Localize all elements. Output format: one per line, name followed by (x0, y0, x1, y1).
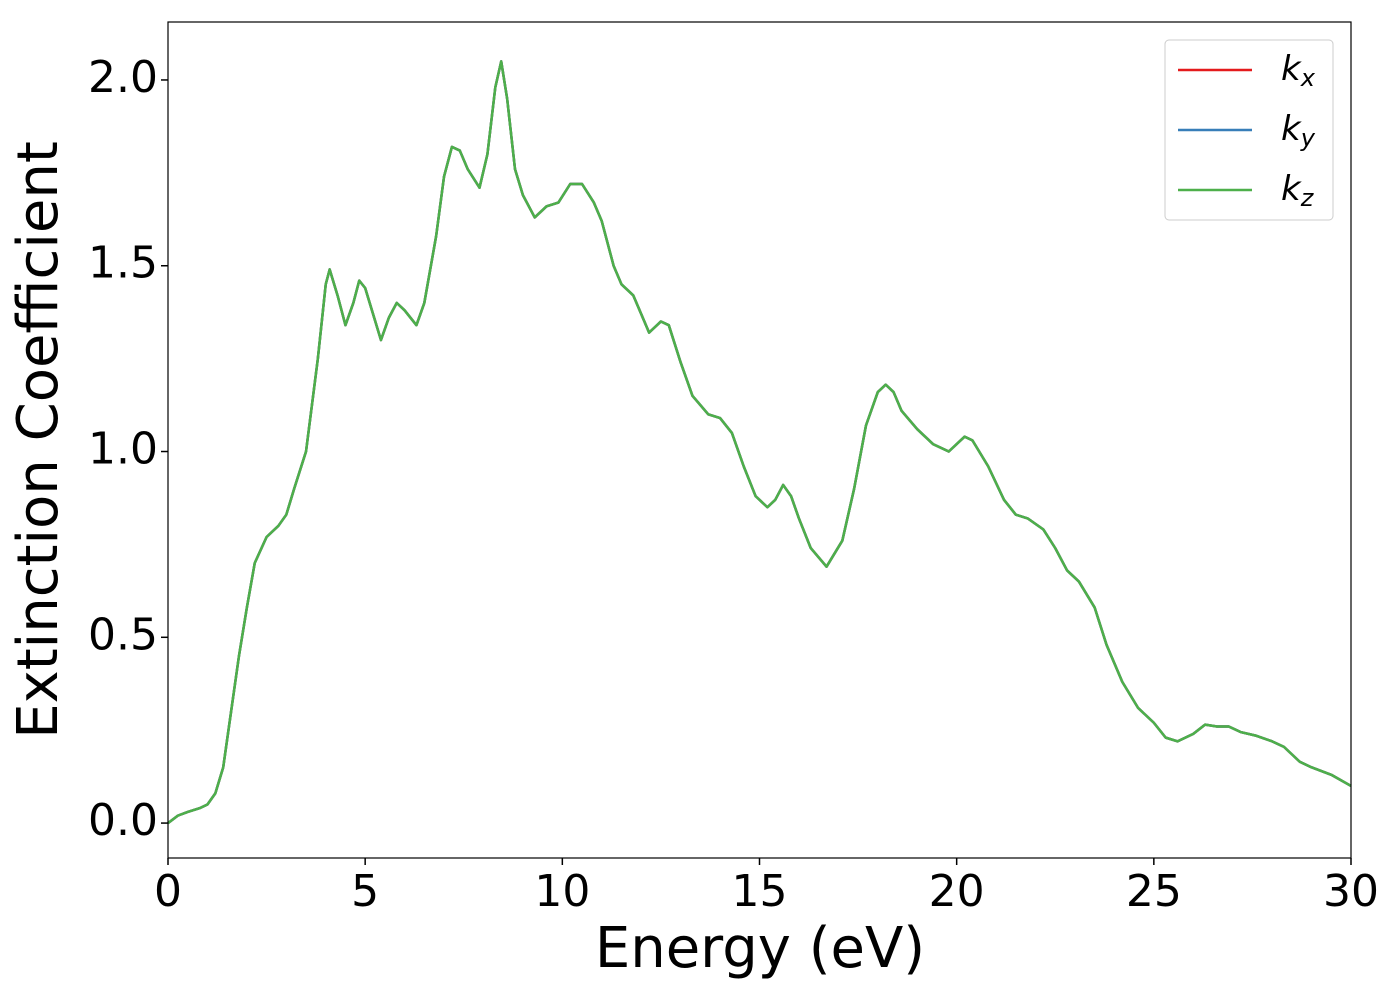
x-tick-label: 15 (732, 866, 788, 917)
legend-label: kz (1281, 169, 1315, 213)
y-tick-label: 2.0 (88, 52, 158, 103)
legend: kx ky kz (1164, 39, 1334, 221)
y-tick-label: 1.5 (88, 238, 158, 289)
line (167, 60, 1352, 825)
x-axis-label: Energy (eV) (595, 916, 925, 981)
x-tick-label: 25 (1126, 866, 1182, 917)
x-tick-label: 20 (929, 866, 985, 917)
plot-frame (167, 21, 1352, 859)
x-tick-label: 30 (1323, 866, 1379, 917)
legend-label: kx (1281, 49, 1316, 93)
y-tick-label: 0.0 (88, 795, 158, 846)
x-tick-label: 0 (154, 866, 182, 917)
x-tick-label: 10 (534, 866, 590, 917)
y-axis-label: Extinction Coefficient (6, 141, 71, 739)
y-tick-label: 0.5 (88, 609, 158, 660)
x-tick-label: 5 (351, 866, 379, 917)
legend-label: ky (1281, 109, 1316, 153)
y-tick-label: 1.0 (88, 424, 158, 475)
